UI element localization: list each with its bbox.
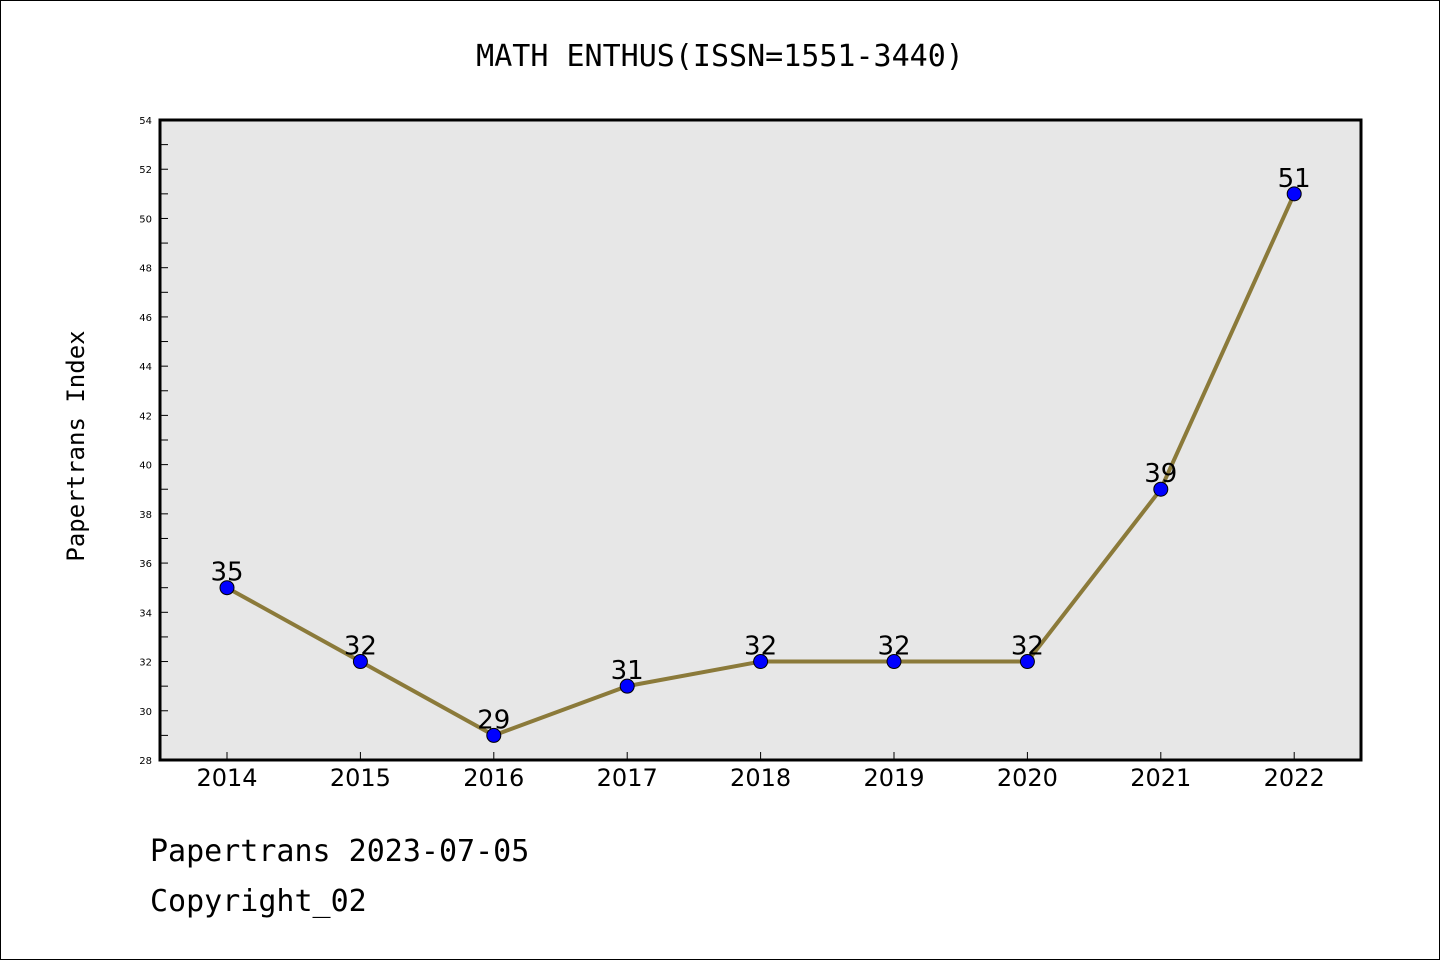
data-label: 31 xyxy=(611,656,644,686)
data-label: 32 xyxy=(744,632,777,662)
y-tick-label: 48 xyxy=(139,264,152,275)
x-tick-label: 2022 xyxy=(1264,764,1325,792)
y-tick-label: 30 xyxy=(139,707,152,718)
x-tick-label: 2020 xyxy=(997,764,1058,792)
y-axis-label: Papertrans Index xyxy=(62,330,90,561)
y-tick-label: 40 xyxy=(139,461,152,472)
x-tick-label: 2015 xyxy=(330,764,391,792)
data-point xyxy=(1153,481,1169,497)
x-axis-ticks: 2014 2015 2016 2017 2018 2019 2020 2021 2022 xyxy=(196,752,1325,792)
data-point xyxy=(486,727,502,743)
data-label: 39 xyxy=(1144,459,1177,489)
x-tick-label: 2017 xyxy=(597,764,658,792)
data-point xyxy=(886,654,902,670)
x-tick-label: 2014 xyxy=(196,764,257,792)
y-tick-label: 46 xyxy=(139,313,152,324)
y-tick-label: 54 xyxy=(139,116,152,127)
y-tick-label: 52 xyxy=(139,165,152,176)
data-point xyxy=(352,654,368,670)
y-tick-label: 42 xyxy=(139,411,152,422)
data-label: 32 xyxy=(1011,632,1044,662)
data-label: 51 xyxy=(1278,164,1311,194)
footer-copyright-text: Copyright_02 xyxy=(150,884,367,919)
footer-date-text: Papertrans 2023-07-05 xyxy=(150,834,530,869)
y-tick-label: 50 xyxy=(139,214,152,225)
data-point xyxy=(1286,186,1302,202)
chart-title: MATH ENTHUS(ISSN=1551-3440) xyxy=(476,39,964,74)
data-label: 32 xyxy=(344,632,377,662)
data-point xyxy=(619,678,635,694)
y-tick-label: 28 xyxy=(139,756,152,767)
plot-border xyxy=(158,118,1363,762)
data-point xyxy=(753,654,769,670)
data-label: 35 xyxy=(210,558,243,588)
x-tick-label: 2016 xyxy=(463,764,524,792)
plot-area xyxy=(160,120,1361,760)
x-tick-label: 2018 xyxy=(730,764,791,792)
y-tick-label: 44 xyxy=(139,362,152,373)
data-point xyxy=(1019,654,1035,670)
y-tick-label: 38 xyxy=(139,510,152,521)
data-label: 32 xyxy=(877,632,910,662)
x-tick-label: 2021 xyxy=(1130,764,1191,792)
x-tick-label: 2019 xyxy=(863,764,924,792)
data-point xyxy=(219,580,235,596)
y-tick-label: 36 xyxy=(139,559,152,570)
y-tick-label: 34 xyxy=(139,608,152,619)
y-tick-label: 32 xyxy=(139,658,152,669)
data-label: 29 xyxy=(477,705,510,735)
series-layer: 35 32 29 31 32 32 32 39 51 xyxy=(210,164,1311,743)
